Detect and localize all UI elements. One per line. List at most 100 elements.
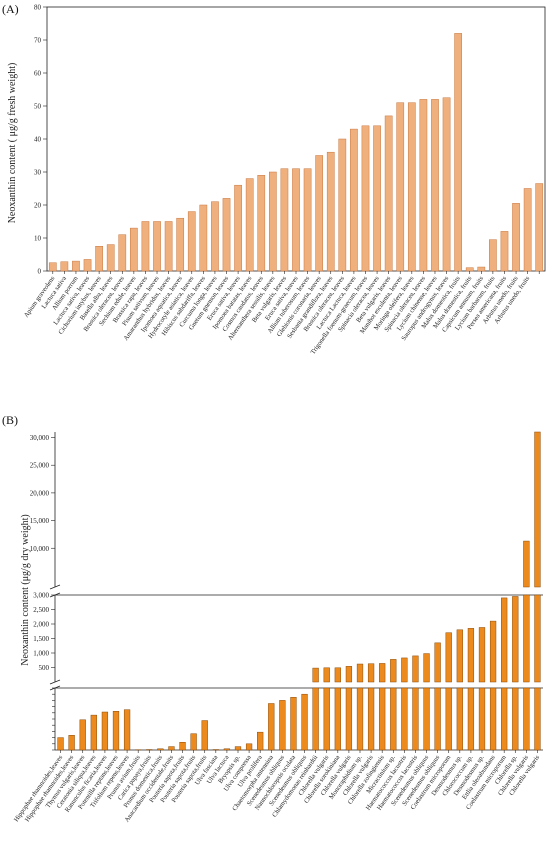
panel-b-bar-lower-part [501, 687, 508, 751]
panel-b-bar-chart: (B) Neoxanthin content (μg/g dry weight)… [2, 413, 543, 824]
panel-a-bar [512, 203, 520, 272]
panel-a-bar [523, 188, 532, 272]
panel-b-bar-lower-part [379, 687, 386, 751]
panel-b-bar-lower-part [512, 687, 519, 751]
panel-b-bar [112, 711, 120, 751]
panel-b-bar [501, 597, 508, 683]
panel-a-y-tick-label: 20 [34, 202, 42, 210]
panel-b-bar-lower-part [456, 687, 463, 751]
panel-a-bar [465, 267, 474, 272]
panel-b-bar [123, 709, 131, 751]
panel-b-bar [79, 719, 86, 751]
panel-b-bar-lower-part [534, 687, 541, 751]
panel-b-bar [245, 743, 253, 751]
panel-a-bar [326, 151, 335, 272]
panel-b-bar [390, 659, 397, 683]
panel-a-y-tick-label: 30 [34, 169, 42, 177]
panel-b-bar-lower-part [390, 687, 397, 751]
panel-b-bar [312, 667, 319, 683]
panel-b-bar-lower-part [323, 687, 330, 751]
panel-a-y-tick-label: 50 [34, 103, 42, 111]
panel-b-y-tick-label: 20,000 [30, 489, 50, 497]
panel-a-bar [361, 125, 370, 272]
panel-b-bar [168, 746, 175, 751]
panel-b-bar-lower-part [312, 687, 319, 751]
panel-a-bar [141, 221, 150, 272]
panel-a-bar [95, 246, 103, 272]
panel-a-bar [48, 262, 57, 272]
panel-b-bar [68, 735, 75, 751]
panel-b-bar-lower-part [523, 687, 530, 751]
panel-a-label: (A) [2, 2, 19, 16]
panel-b-bar-lower-part [467, 687, 475, 751]
panel-b-bar-lower-part [478, 687, 486, 751]
panel-b-bar-lower-part [367, 687, 375, 751]
panel-a-bar [60, 261, 69, 272]
panel-b-bar [379, 663, 386, 683]
panel-a-bar [419, 99, 428, 272]
panel-b-y-tick-label: 500 [39, 664, 50, 672]
panel-b-bar [57, 737, 64, 751]
panel-a-bar [153, 221, 161, 272]
panel-b-bar-lower-part [445, 687, 452, 751]
panel-b-bar [434, 642, 441, 683]
panel-b-y-tick-label: 2,500 [33, 606, 49, 614]
panel-a-bar [130, 227, 138, 272]
panel-b-bar-lower-part [489, 687, 497, 751]
panel-a-bar [257, 175, 266, 272]
panel-b-bar [323, 667, 330, 683]
panel-a-bar [303, 168, 312, 272]
panel-a-y-tick-label: 70 [34, 37, 42, 45]
panel-b-y-tick-label: 30,000 [30, 434, 50, 442]
panel-a-bar [187, 211, 196, 272]
panel-b-bar [489, 620, 497, 683]
panel-b-y-tick-label: 10,000 [30, 545, 50, 553]
panel-a-bar [118, 234, 127, 272]
panel-a-bar [489, 239, 497, 272]
panel-b-bar [367, 663, 375, 683]
panel-a-bar [245, 178, 254, 272]
panel-b-bar-lower-part [334, 687, 341, 751]
panel-b-bar [90, 714, 97, 751]
panel-a-bar [268, 171, 277, 272]
panel-b-bar [101, 711, 109, 751]
panel-b-bar-lower-part [434, 687, 441, 751]
panel-a-bar [431, 99, 439, 272]
panel-b-bar [523, 540, 530, 588]
panel-b-bar [157, 748, 164, 751]
panel-b-bar-lower-part [356, 687, 364, 751]
panel-b-bar-lower-part [401, 687, 408, 751]
panel-a-bar [442, 97, 451, 272]
panel-b-bar [534, 431, 541, 588]
panel-a-bar [535, 183, 544, 272]
panel-a-bar [373, 125, 381, 272]
panel-b-bar [412, 655, 419, 683]
panel-b-bar [290, 697, 297, 751]
panel-a-bar [83, 259, 92, 272]
panel-b-y-tick-label: 15,000 [30, 517, 50, 525]
panel-a-bar [176, 217, 185, 272]
panel-a-bar [338, 138, 347, 272]
panel-b-bar [512, 596, 519, 683]
panel-b-bar [345, 666, 353, 683]
panel-b-bar-lower-part [345, 687, 353, 751]
panel-a-y-tick-label: 0 [38, 268, 42, 276]
panel-a-bar [211, 201, 219, 272]
panel-b-y-axis-label: Neoxanthin content (μg/g dry weight) [20, 514, 31, 665]
panel-a-bar [315, 155, 324, 272]
panel-b-bar [423, 653, 430, 683]
panel-b-bar [257, 731, 264, 751]
panel-b-bar [201, 720, 208, 751]
panel-b-y-tick-label: 25,000 [30, 462, 50, 470]
panel-b-bar [190, 733, 197, 751]
panel-a-bar [199, 204, 208, 272]
panel-a-bar [292, 168, 300, 272]
panel-b-y-tick-label: 2,000 [33, 621, 49, 629]
panel-b-bar [268, 703, 275, 751]
panel-a-y-tick-label: 80 [34, 4, 42, 12]
panel-a-bar [72, 260, 80, 272]
panel-a-y-tick-label: 40 [34, 136, 42, 144]
panel-a-bar [234, 184, 242, 272]
panel-b-bar-middle-part [523, 594, 530, 683]
